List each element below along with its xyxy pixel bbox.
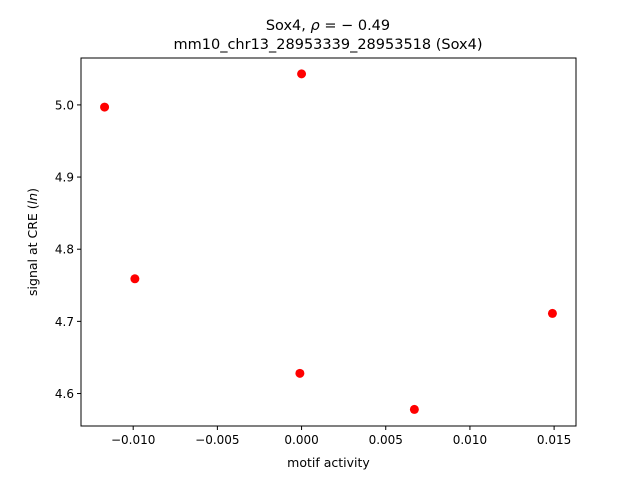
data-point [547, 308, 557, 318]
plot-area-frame [80, 57, 577, 427]
data-point [409, 404, 419, 414]
x-tick-label: 0.010 [453, 433, 487, 447]
data-points [100, 69, 557, 414]
chart-title-line2: mm10_chr13_28953339_28953518 (Sox4) [174, 37, 483, 53]
data-point [297, 69, 307, 79]
y-tick-label: 4.8 [55, 243, 74, 257]
y-axis-ticks: 4.6 4.7 4.8 4.9 5.0 [55, 98, 81, 401]
y-tick-label: 4.6 [55, 387, 74, 401]
chart-title-line1: Sox4, ρ = − 0.49 [266, 18, 390, 34]
y-tick-label: 5.0 [55, 98, 74, 112]
x-tick-label: 0.000 [284, 433, 318, 447]
x-tick-label: 0.015 [537, 433, 571, 447]
data-point [295, 368, 305, 378]
x-tick-label: −0.005 [195, 433, 239, 447]
y-tick-label: 4.9 [55, 171, 74, 185]
y-tick-label: 4.7 [55, 315, 74, 329]
data-point [100, 102, 110, 112]
y-axis-label: signal at CRE (ln) [25, 188, 40, 296]
x-tick-label: 0.005 [369, 433, 403, 447]
x-tick-label: −0.010 [111, 433, 155, 447]
x-axis-label: motif activity [287, 455, 370, 470]
data-point [130, 274, 140, 284]
x-axis-ticks: −0.010 −0.005 0.000 0.005 0.010 0.015 [111, 426, 571, 447]
